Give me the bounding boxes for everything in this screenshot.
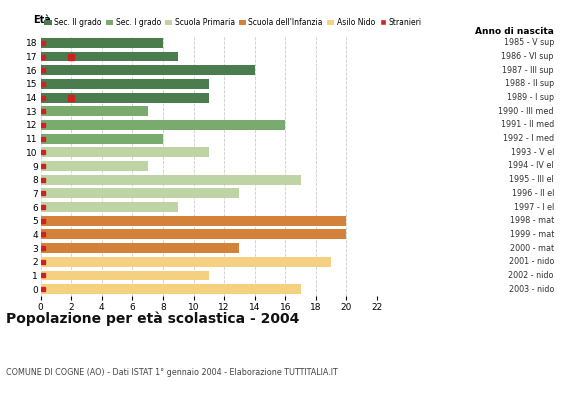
Text: 1985 - V sup: 1985 - V sup: [503, 38, 554, 47]
Text: 2003 - nido: 2003 - nido: [509, 285, 554, 294]
Bar: [41, 93, 209, 102]
Text: 2002 - nido: 2002 - nido: [509, 271, 554, 280]
Text: 2001 - nido: 2001 - nido: [509, 257, 554, 266]
Text: 1997 - I el: 1997 - I el: [514, 202, 554, 212]
Bar: [41, 243, 240, 253]
Bar: [41, 65, 255, 75]
Text: 1990 - III med: 1990 - III med: [498, 107, 554, 116]
Bar: [41, 270, 209, 280]
Bar: [41, 52, 178, 62]
Legend: Sec. II grado, Sec. I grado, Scuola Primaria, Scuola dell'Infanzia, Asilo Nido, : Sec. II grado, Sec. I grado, Scuola Prim…: [45, 18, 422, 27]
Bar: [41, 79, 209, 89]
Text: 1988 - II sup: 1988 - II sup: [505, 79, 554, 88]
Text: 1994 - IV el: 1994 - IV el: [508, 162, 554, 170]
Bar: [41, 230, 346, 239]
Bar: [41, 147, 209, 157]
Text: Popolazione per età scolastica - 2004: Popolazione per età scolastica - 2004: [6, 312, 299, 326]
Bar: [41, 202, 178, 212]
Text: 1995 - III el: 1995 - III el: [509, 175, 554, 184]
Text: 1989 - I sup: 1989 - I sup: [507, 93, 554, 102]
Text: 1992 - I med: 1992 - I med: [503, 134, 554, 143]
Text: 1987 - III sup: 1987 - III sup: [502, 66, 554, 75]
Text: 1991 - II med: 1991 - II med: [501, 120, 554, 130]
Text: 1993 - V el: 1993 - V el: [510, 148, 554, 157]
Bar: [41, 216, 346, 226]
Bar: [41, 38, 163, 48]
Bar: [41, 284, 300, 294]
Bar: [41, 161, 148, 171]
Bar: [41, 120, 285, 130]
Text: 1996 - II el: 1996 - II el: [512, 189, 554, 198]
Text: COMUNE DI COGNE (AO) - Dati ISTAT 1° gennaio 2004 - Elaborazione TUTTITALIA.IT: COMUNE DI COGNE (AO) - Dati ISTAT 1° gen…: [6, 368, 338, 377]
Text: 1999 - mat: 1999 - mat: [509, 230, 554, 239]
Text: 1998 - mat: 1998 - mat: [510, 216, 554, 225]
Bar: [41, 257, 331, 267]
Text: Anno di nascita: Anno di nascita: [475, 27, 554, 36]
Text: 2000 - mat: 2000 - mat: [510, 244, 554, 253]
Text: Età: Età: [33, 15, 50, 25]
Bar: [41, 106, 148, 116]
Bar: [41, 175, 300, 185]
Bar: [41, 188, 240, 198]
Text: 1986 - VI sup: 1986 - VI sup: [501, 52, 554, 61]
Bar: [41, 134, 163, 144]
